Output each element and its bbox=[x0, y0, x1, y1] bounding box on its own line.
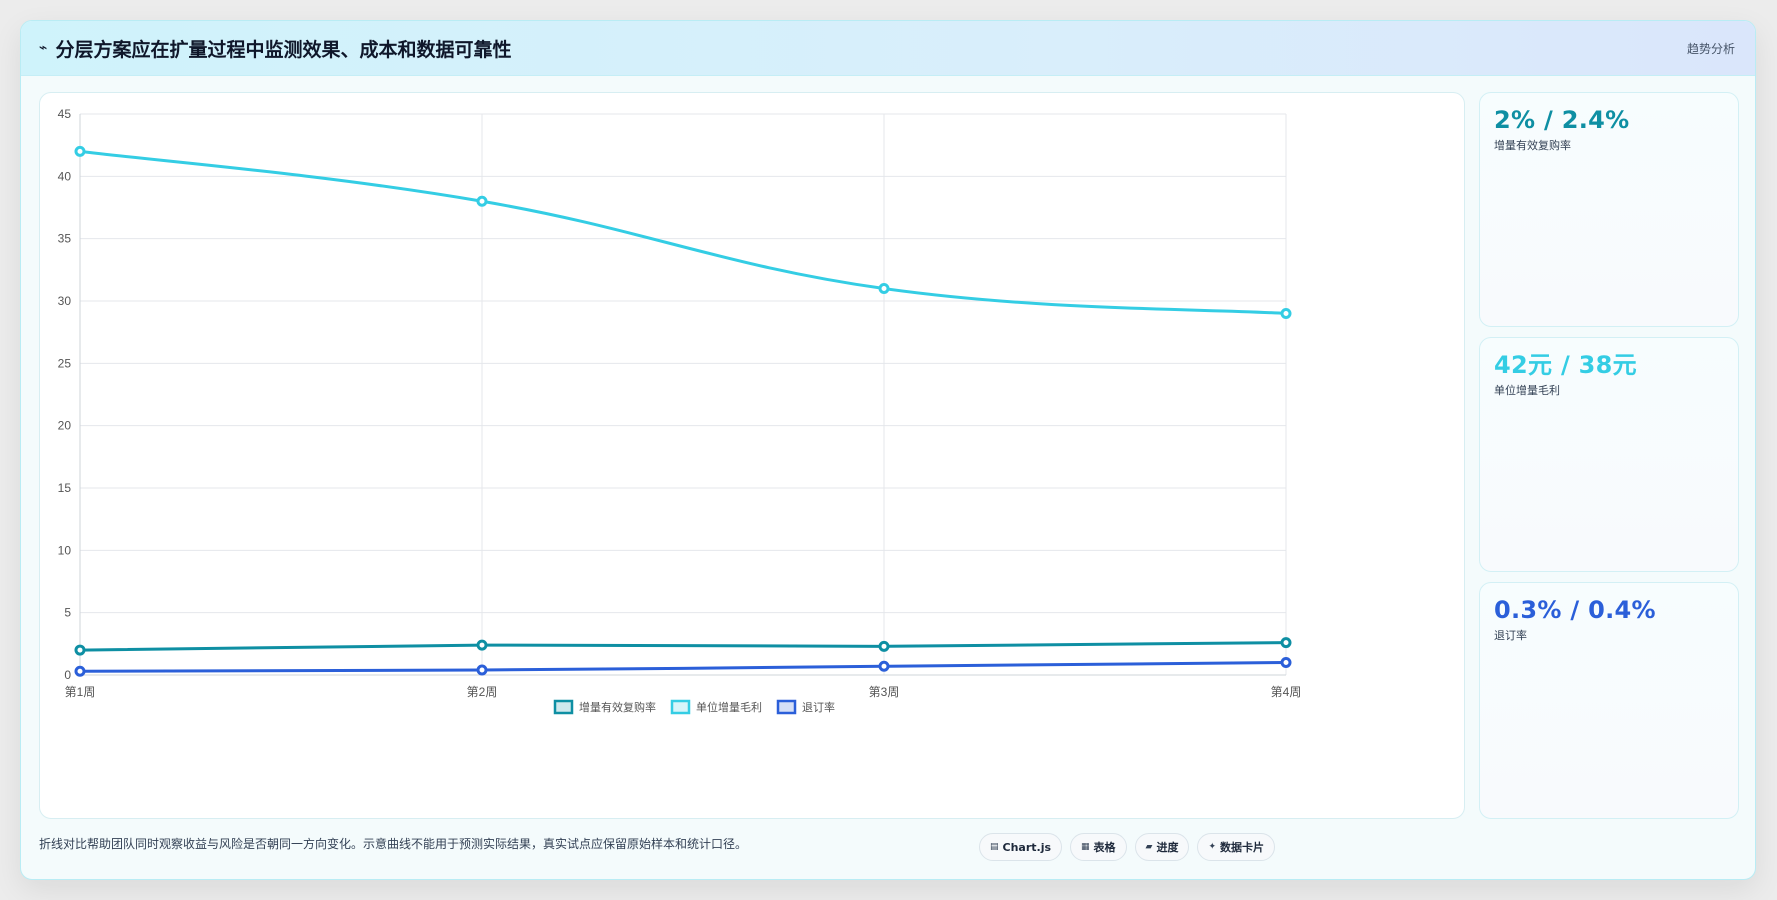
data-point bbox=[878, 283, 890, 295]
x-tick-label: 第4周 bbox=[1271, 685, 1302, 699]
x-tick-label: 第1周 bbox=[65, 685, 96, 699]
series-line bbox=[79, 641, 1287, 652]
y-tick-label: 0 bbox=[64, 668, 71, 682]
y-tick-label: 40 bbox=[58, 169, 72, 183]
data-point bbox=[74, 665, 86, 677]
y-tick-label: 35 bbox=[58, 232, 72, 246]
chart-icon: ▤ bbox=[990, 842, 999, 852]
chip-label: 数据卡片 bbox=[1220, 841, 1265, 854]
series-line bbox=[79, 661, 1287, 673]
data-point bbox=[1280, 637, 1292, 649]
data-point bbox=[476, 195, 488, 207]
chip-progress[interactable]: ▰ 进度 bbox=[1134, 833, 1190, 861]
y-tick-label: 45 bbox=[58, 107, 72, 121]
chip-chartjs[interactable]: ▤ Chart.js bbox=[979, 833, 1063, 861]
chip-label: 进度 bbox=[1156, 841, 1179, 854]
data-point bbox=[74, 644, 86, 656]
stat-value: 0.3% / 0.4% bbox=[1494, 596, 1656, 624]
data-point bbox=[476, 664, 488, 676]
x-tick-label: 第3周 bbox=[869, 685, 900, 699]
title-wrap: ⌁ 分层方案应在扩量过程中监测效果、成本和数据可靠性 bbox=[39, 35, 511, 62]
data-point bbox=[476, 639, 488, 651]
series-line bbox=[79, 149, 1287, 315]
stat-value: 42元 / 38元 bbox=[1494, 351, 1637, 379]
legend-label: 增量有效复购率 bbox=[579, 700, 656, 714]
progress-icon: ▰ bbox=[1145, 842, 1153, 852]
table-icon: ▦ bbox=[1081, 842, 1090, 852]
legend-label: 单位增量毛利 bbox=[696, 700, 762, 714]
panel-header: ⌁ 分层方案应在扩量过程中监测效果、成本和数据可靠性 趋势分析 bbox=[21, 21, 1755, 76]
card-icon: ✦ bbox=[1208, 842, 1217, 852]
stat-label: 增量有效复购率 bbox=[1494, 139, 1571, 152]
chip-datacard[interactable]: ✦ 数据卡片 bbox=[1197, 833, 1276, 861]
legend-swatch bbox=[776, 699, 797, 715]
chart-card: 0 5 10 15 20 25 30 35 40 45 第1周 第2周 第3周 第4周增量有效复购率 单位增… bbox=[39, 92, 1465, 819]
data-point bbox=[878, 660, 890, 672]
legend-swatch bbox=[670, 699, 691, 715]
tech-chips: ▤ Chart.js ▦ 表格 ▰ 进度 ✦ 数据卡片 bbox=[979, 833, 1276, 861]
stat-card-unsubscribe: 0.3% / 0.4% 退订率 bbox=[1479, 582, 1739, 819]
chip-table[interactable]: ▦ 表格 bbox=[1070, 833, 1127, 861]
y-tick-label: 20 bbox=[58, 419, 72, 433]
data-point bbox=[878, 640, 890, 652]
y-tick-label: 25 bbox=[58, 356, 72, 370]
page-title: 分层方案应在扩量过程中监测效果、成本和数据可靠性 bbox=[55, 38, 512, 61]
stat-card-repurchase: 2% / 2.4% 增量有效复购率 bbox=[1479, 92, 1739, 327]
legend-swatch bbox=[553, 699, 574, 715]
x-tick-label: 第2周 bbox=[467, 685, 498, 699]
y-tick-label: 10 bbox=[58, 543, 72, 557]
stat-value: 2% / 2.4% bbox=[1494, 106, 1630, 134]
y-tick-label: 5 bbox=[64, 606, 71, 620]
data-point bbox=[1280, 307, 1292, 319]
stat-label: 退订率 bbox=[1494, 629, 1527, 642]
y-tick-label: 30 bbox=[58, 294, 72, 308]
data-point bbox=[1280, 657, 1292, 669]
footer-note: 折线对比帮助团队同时观察收益与风险是否朝同一方向变化。示意曲线不能用于预测实际结… bbox=[39, 837, 748, 851]
stat-label: 单位增量毛利 bbox=[1494, 384, 1560, 397]
legend-label: 退订率 bbox=[802, 700, 835, 714]
data-point bbox=[74, 145, 86, 157]
stat-card-margin: 42元 / 38元 单位增量毛利 bbox=[1479, 337, 1739, 572]
y-tick-label: 15 bbox=[58, 481, 72, 495]
pulse-icon: ⌁ bbox=[39, 40, 48, 56]
chip-label: Chart.js bbox=[1002, 840, 1052, 854]
chip-label: 表格 bbox=[1093, 841, 1116, 854]
dashboard-panel: ⌁ 分层方案应在扩量过程中监测效果、成本和数据可靠性 趋势分析 0 5 10 15 20… bbox=[20, 20, 1756, 880]
header-tag: 趋势分析 bbox=[1686, 41, 1735, 56]
